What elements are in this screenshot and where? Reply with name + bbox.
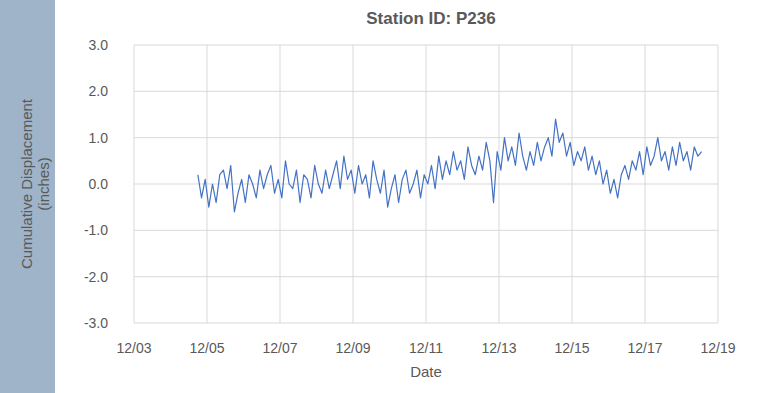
plot-area: [198, 119, 702, 212]
series-line: [198, 119, 702, 212]
x-tick-label: 12/19: [700, 340, 735, 356]
x-grid-line: [207, 45, 208, 323]
x-axis-label: Date: [410, 363, 442, 380]
x-grid-line: [718, 45, 719, 323]
x-tick-label: 12/17: [627, 340, 662, 356]
x-grid-line: [426, 45, 427, 323]
y-axis-label: Cumulative Displacement: [18, 98, 35, 269]
y-axis-label: (inches): [35, 157, 52, 210]
x-tick-label: 12/03: [116, 340, 151, 356]
x-grid-line: [572, 45, 573, 323]
x-tick-label: 12/09: [335, 340, 370, 356]
y-tick-label: 3.0: [89, 37, 109, 53]
x-grid-line: [645, 45, 646, 323]
grid: [134, 45, 718, 323]
x-tick-label: 12/15: [554, 340, 589, 356]
x-grid-line: [134, 45, 135, 323]
x-tick-label: 12/11: [409, 340, 443, 356]
y-tick-label: 1.0: [89, 130, 109, 146]
chart: -3.0 -2.0 -1.0 0.0 1.0 2.0 3.0 12/03 12/05 12/07 1…: [0, 0, 781, 393]
y-tick-label: 0.0: [89, 176, 109, 192]
x-tick-label: 12/07: [262, 340, 297, 356]
y-tick-label: -1.0: [84, 222, 108, 238]
x-tick-label: 12/05: [189, 340, 224, 356]
x-grid-line: [499, 45, 500, 323]
y-tick-label: 2.0: [89, 83, 109, 99]
title: Station ID: P236: [366, 9, 495, 28]
y-tick-label: -3.0: [84, 315, 108, 331]
chart-panel: [55, 0, 781, 393]
y-tick-label: -2.0: [84, 269, 108, 285]
x-tick-label: 12/13: [481, 340, 516, 356]
